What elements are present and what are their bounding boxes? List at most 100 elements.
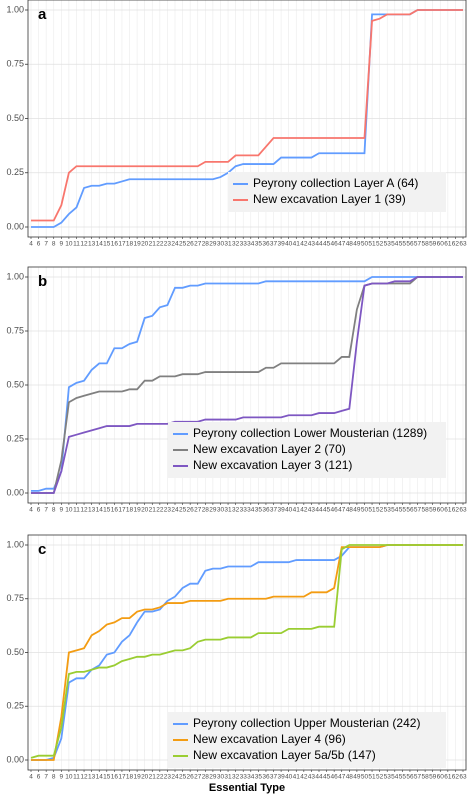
- x-tick-label: 24: [171, 241, 179, 248]
- x-tick-label: 56: [406, 774, 414, 781]
- x-tick-label: 6: [37, 774, 41, 781]
- x-tick-label: 21: [149, 507, 157, 514]
- x-tick-label: 8: [52, 507, 56, 514]
- x-tick-label: 54: [391, 507, 399, 514]
- x-tick-label: 53: [384, 774, 392, 781]
- x-tick-label: 50: [361, 241, 369, 248]
- x-tick-label: 60: [437, 507, 445, 514]
- plot-border: [27, 534, 467, 771]
- x-tick-label: 58: [421, 241, 429, 248]
- x-tick-label: 54: [391, 241, 399, 248]
- x-tick-label: 48: [346, 507, 354, 514]
- legend-box: [168, 712, 446, 768]
- x-tick-label: 22: [156, 774, 164, 781]
- x-tick-label: 47: [338, 507, 346, 514]
- y-tick-label: 0.25: [6, 433, 24, 443]
- plot-border: [27, 0, 467, 238]
- x-tick-label: 29: [209, 241, 217, 248]
- x-tick-label: 57: [414, 774, 422, 781]
- x-tick-label: 42: [300, 774, 308, 781]
- x-tick-label: 12: [80, 774, 88, 781]
- x-tick-label: 48: [346, 774, 354, 781]
- x-tick-label: 58: [421, 774, 429, 781]
- x-tick-label: 29: [209, 774, 217, 781]
- x-tick-label: 27: [194, 241, 202, 248]
- x-tick-label: 12: [80, 507, 88, 514]
- x-tick-label: 43: [308, 774, 316, 781]
- x-tick-label: 25: [179, 241, 187, 248]
- x-tick-label: 52: [376, 507, 384, 514]
- y-tick-label: 0.00: [6, 221, 24, 231]
- x-tick-label: 21: [149, 774, 157, 781]
- x-tick-label: 17: [118, 241, 126, 248]
- x-tick-label: 61: [444, 241, 452, 248]
- x-tick-label: 19: [133, 774, 141, 781]
- legend-label: New excavation Layer 5a/5b (147): [193, 748, 376, 762]
- x-tick-label: 36: [262, 507, 270, 514]
- y-tick-label: 0.75: [6, 325, 24, 335]
- x-tick-label: 6: [37, 241, 41, 248]
- x-tick-label: 60: [437, 774, 445, 781]
- x-tick-label: 33: [240, 774, 248, 781]
- x-tick-label: 37: [270, 241, 278, 248]
- x-tick-label: 59: [429, 241, 437, 248]
- x-tick-label: 37: [270, 774, 278, 781]
- x-tick-label: 47: [338, 774, 346, 781]
- x-tick-label: 62: [452, 774, 460, 781]
- x-tick-label: 43: [308, 507, 316, 514]
- x-tick-label: 45: [323, 241, 331, 248]
- y-tick-label: 0.25: [6, 701, 24, 711]
- x-tick-label: 62: [452, 507, 460, 514]
- legend-label: New excavation Layer 4 (96): [193, 732, 346, 746]
- x-tick-label: 48: [346, 241, 354, 248]
- x-tick-label: 34: [247, 774, 255, 781]
- legend-label: Peyrony collection Layer A (64): [253, 176, 418, 190]
- x-tick-label: 55: [399, 507, 407, 514]
- x-tick-label: 35: [255, 507, 263, 514]
- x-tick-label: 24: [171, 774, 179, 781]
- x-tick-label: 55: [399, 241, 407, 248]
- y-tick-label: 0.50: [6, 379, 24, 389]
- x-tick-label: 13: [88, 774, 96, 781]
- y-tick-label: 0.50: [6, 647, 24, 657]
- series-line: [30, 544, 463, 759]
- x-tick-label: 33: [240, 241, 248, 248]
- x-tick-label: 20: [141, 774, 149, 781]
- x-tick-label: 57: [414, 507, 422, 514]
- x-tick-label: 20: [141, 241, 149, 248]
- x-tick-label: 36: [262, 241, 270, 248]
- x-tick-label: 46: [331, 241, 339, 248]
- x-tick-label: 28: [202, 774, 210, 781]
- panel-label: b: [38, 273, 47, 290]
- x-tick-label: 21: [149, 241, 157, 248]
- x-tick-label: 9: [60, 241, 64, 248]
- x-tick-label: 13: [88, 507, 96, 514]
- x-tick-label: 15: [103, 774, 111, 781]
- x-tick-label: 20: [141, 507, 149, 514]
- x-tick-label: 60: [437, 241, 445, 248]
- x-tick-label: 50: [361, 774, 369, 781]
- x-tick-label: 63: [459, 774, 467, 781]
- x-tick-label: 30: [217, 241, 225, 248]
- x-tick-label: 31: [224, 507, 232, 514]
- x-tick-label: 56: [406, 507, 414, 514]
- x-tick-label: 11: [73, 507, 80, 514]
- x-tick-label: 40: [285, 241, 293, 248]
- x-tick-label: 4: [29, 241, 33, 248]
- x-tick-label: 51: [368, 241, 376, 248]
- x-tick-label: 41: [293, 241, 301, 248]
- x-tick-label: 37: [270, 507, 278, 514]
- x-tick-label: 35: [255, 774, 263, 781]
- x-tick-label: 61: [444, 507, 452, 514]
- x-tick-label: 49: [353, 774, 361, 781]
- x-tick-label: 36: [262, 774, 270, 781]
- legend-label: New excavation Layer 1 (39): [253, 192, 406, 206]
- y-tick-label: 0.25: [6, 167, 24, 177]
- x-tick-label: 18: [126, 774, 134, 781]
- x-tick-label: 23: [164, 241, 172, 248]
- x-tick-label: 43: [308, 241, 316, 248]
- y-tick-label: 0.00: [6, 487, 24, 497]
- x-tick-label: 12: [80, 241, 88, 248]
- x-tick-label: 9: [60, 774, 64, 781]
- x-tick-label: 40: [285, 774, 293, 781]
